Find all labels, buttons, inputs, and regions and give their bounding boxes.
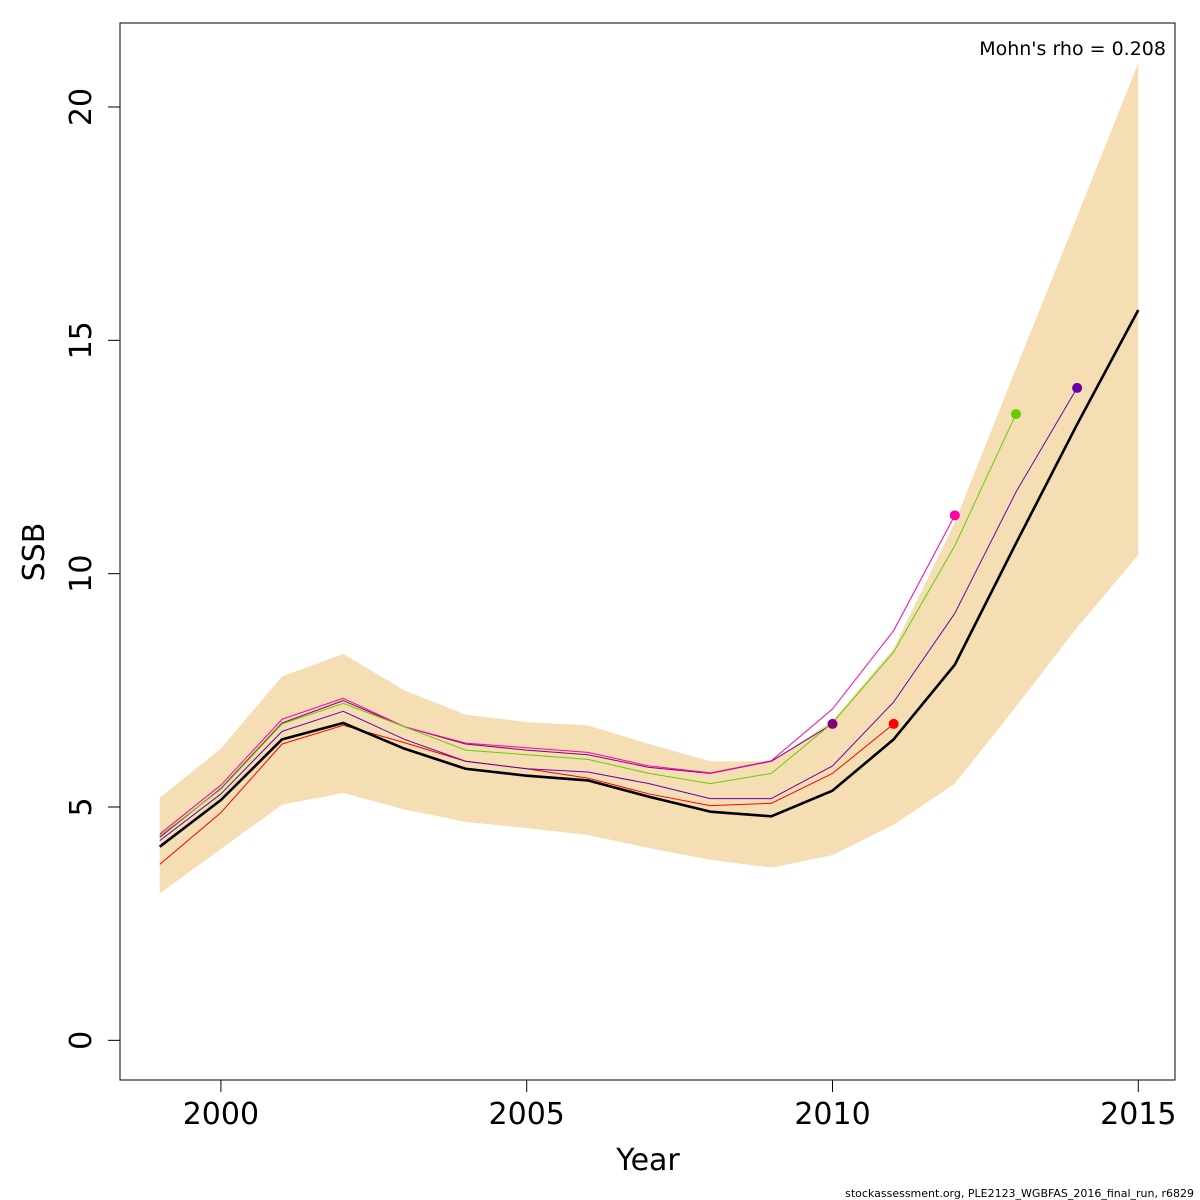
endpoint-markers-layer — [827, 382, 1083, 729]
footer-credit: stockassessment.org, PLE2123_WGBFAS_2016… — [845, 1187, 1194, 1200]
x-tick-label: 2015 — [1100, 1097, 1176, 1132]
y-axis-title: SSB — [17, 523, 52, 582]
series-endpoint-4 — [1010, 409, 1021, 420]
y-tick-label: 20 — [64, 88, 99, 126]
y-axis: 0 5 10 15 20 — [64, 88, 121, 1050]
series-endpoint-1 — [888, 718, 899, 729]
x-axis-title: Year — [615, 1143, 680, 1178]
confidence-band-layer — [159, 62, 1139, 894]
mohns-rho-annotation: Mohn's rho = 0.208 — [979, 38, 1166, 60]
x-axis: 2000 2005 2010 2015 — [183, 1079, 1176, 1132]
series-endpoint-5 — [1072, 382, 1083, 393]
series-layer — [158, 309, 1140, 865]
y-tick-label: 10 — [64, 555, 99, 593]
y-tick-label: 0 — [64, 1031, 99, 1050]
series-endpoint-2 — [827, 718, 838, 729]
x-tick-label: 2005 — [489, 1097, 565, 1132]
y-tick-label: 15 — [64, 321, 99, 359]
series-line-peel-5 — [159, 387, 1078, 841]
series-line-peel-3 — [159, 515, 956, 835]
y-tick-label: 5 — [64, 797, 99, 816]
x-tick-label: 2010 — [794, 1097, 870, 1132]
series-endpoint-3 — [949, 510, 960, 521]
confidence-band — [159, 62, 1139, 894]
x-tick-label: 2000 — [183, 1097, 259, 1132]
series-line-main — [158, 309, 1140, 848]
series-line-peel-4 — [159, 413, 1017, 837]
